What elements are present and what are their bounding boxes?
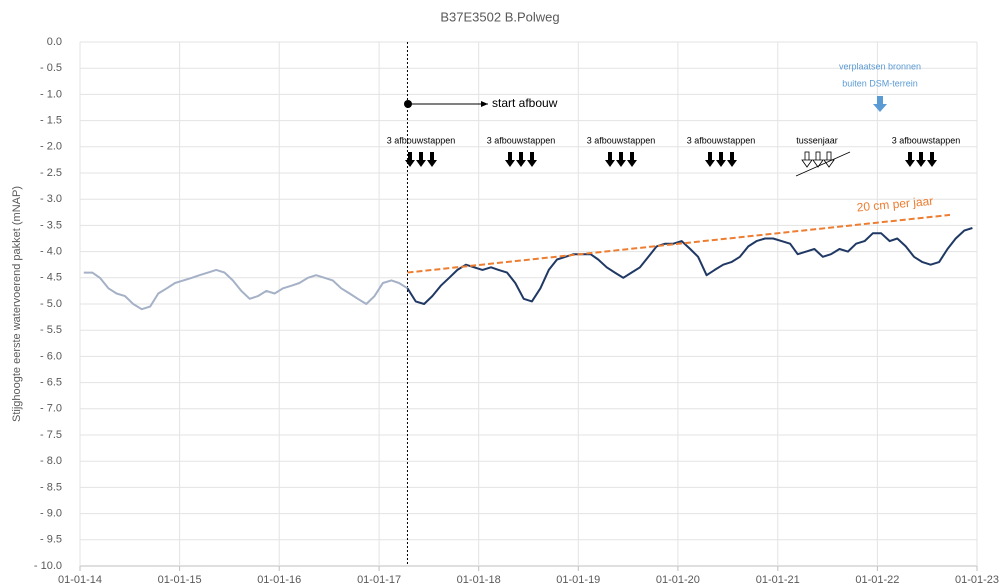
y-tick-label: - 7.0: [40, 403, 62, 415]
y-tick-label: - 2.0: [40, 141, 62, 153]
x-tick-label: 01-01-16: [257, 574, 301, 586]
step-arrows: [405, 151, 937, 177]
step-label: 3 afbouwstappen: [387, 135, 456, 145]
y-tick-label: - 6.5: [40, 377, 62, 389]
start-label: start afbouw: [492, 96, 558, 110]
step-label: 3 afbouwstappen: [487, 135, 556, 145]
y-tick-label: - 3.5: [40, 219, 62, 231]
y-tick-label: - 4.5: [40, 272, 62, 284]
y-tick-label: - 5.0: [40, 298, 62, 310]
x-tick-label: 01-01-19: [556, 574, 600, 586]
y-tick-label: - 1.0: [40, 88, 62, 100]
relocate-arrow: [873, 96, 887, 112]
y-tick-label: - 6.0: [40, 350, 62, 362]
plot-area: 0.0 - 0.5 - 1.0 - 1.5 - 2.0 - 2.5 - 3.0 - 3.5 - …: [34, 36, 999, 586]
series-line: [83, 268, 409, 311]
y-tick-label: - 2.5: [40, 167, 62, 179]
y-tick-label: - 4.0: [40, 246, 62, 258]
y-tick-label: - 1.5: [40, 115, 62, 127]
y-tick-label: - 9.5: [40, 534, 62, 546]
x-tick-label: 01-01-15: [158, 574, 202, 586]
y-tick-label: - 8.0: [40, 455, 62, 467]
x-tick-label: 01-01-14: [58, 574, 102, 586]
relocate-label: verplaatsen bronnen: [839, 61, 921, 71]
relocate-label: buiten DSM-terrein: [842, 78, 918, 88]
x-tick-label: 01-01-20: [656, 574, 700, 586]
y-tick-label: - 10.0: [34, 560, 62, 572]
trend-line: [407, 213, 951, 274]
chart-title: B37E3502 B.Polweg: [440, 9, 559, 24]
step-label: 3 afbouwstappen: [687, 135, 756, 145]
series-line: [406, 227, 973, 305]
y-tick-label: - 9.0: [40, 508, 62, 520]
y-tick-label: - 7.5: [40, 429, 62, 441]
step-label: 3 afbouwstappen: [892, 135, 961, 145]
annotations: start afbouw 3 afbouwstappen 3 afbouwsta…: [387, 61, 961, 177]
x-tick-label: 01-01-17: [357, 574, 401, 586]
y-tick-label: - 0.5: [40, 62, 62, 74]
step-label: 3 afbouwstappen: [587, 135, 656, 145]
y-tick-label: - 3.0: [40, 193, 62, 205]
x-tick-label: 01-01-18: [457, 574, 501, 586]
x-tick-label: 01-01-22: [855, 574, 899, 586]
y-axis-label: Stijghoogte eerste watervoerend pakket (…: [11, 186, 23, 422]
trend-label: 20 cm per jaar: [856, 194, 934, 215]
x-tick-label: 01-01-23: [955, 574, 999, 586]
x-tick-label: 01-01-21: [756, 574, 800, 586]
y-tick-label: - 8.5: [40, 481, 62, 493]
y-tick-label: - 5.5: [40, 324, 62, 336]
y-tick-label: 0.0: [47, 36, 62, 48]
gap-year-label: tussenjaar: [796, 135, 838, 145]
